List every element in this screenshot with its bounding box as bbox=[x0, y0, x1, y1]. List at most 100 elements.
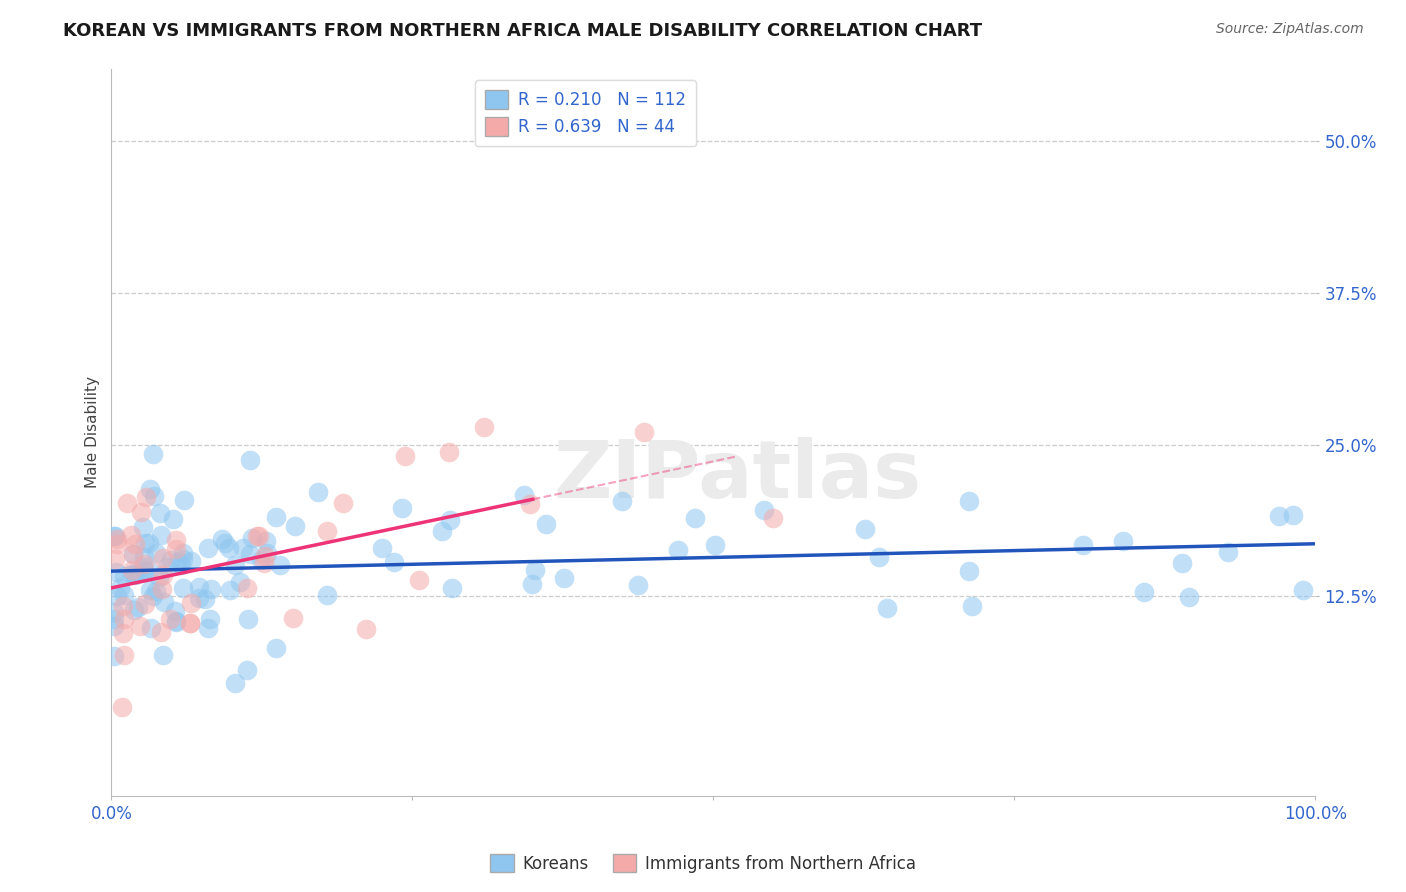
Point bbox=[218, 541, 240, 555]
Point bbox=[122, 547, 145, 561]
Legend: Koreans, Immigrants from Northern Africa: Koreans, Immigrants from Northern Africa bbox=[484, 847, 922, 880]
Point bbox=[112, 612, 135, 626]
Point bbox=[120, 527, 142, 541]
Point bbox=[553, 571, 575, 585]
Point bbox=[132, 563, 155, 577]
Point bbox=[179, 615, 201, 630]
Point bbox=[876, 601, 898, 615]
Point bbox=[284, 518, 307, 533]
Point bbox=[104, 552, 127, 566]
Point bbox=[1170, 556, 1192, 570]
Point bbox=[135, 490, 157, 504]
Point bbox=[197, 541, 219, 555]
Point bbox=[250, 553, 273, 567]
Point bbox=[173, 493, 195, 508]
Point bbox=[156, 560, 179, 574]
Point bbox=[1292, 582, 1315, 597]
Point bbox=[103, 529, 125, 543]
Point bbox=[957, 494, 980, 508]
Text: ZIPatlas: ZIPatlas bbox=[554, 437, 921, 516]
Point bbox=[408, 574, 430, 588]
Point bbox=[165, 614, 187, 628]
Point bbox=[198, 612, 221, 626]
Point bbox=[163, 604, 186, 618]
Point bbox=[111, 599, 134, 613]
Point bbox=[124, 568, 146, 582]
Point bbox=[236, 582, 259, 596]
Point bbox=[138, 564, 160, 578]
Point bbox=[150, 528, 173, 542]
Point bbox=[129, 505, 152, 519]
Point bbox=[105, 537, 128, 551]
Point bbox=[683, 510, 706, 524]
Point bbox=[512, 488, 534, 502]
Point bbox=[1112, 534, 1135, 549]
Point bbox=[139, 582, 162, 597]
Point bbox=[149, 625, 172, 640]
Point bbox=[111, 699, 134, 714]
Point bbox=[134, 549, 156, 564]
Point bbox=[187, 591, 209, 605]
Point bbox=[170, 558, 193, 573]
Point bbox=[142, 447, 165, 461]
Point bbox=[188, 580, 211, 594]
Point bbox=[1216, 545, 1239, 559]
Point bbox=[1133, 585, 1156, 599]
Point bbox=[108, 582, 131, 596]
Point bbox=[103, 612, 125, 626]
Point bbox=[121, 563, 143, 577]
Point bbox=[315, 524, 337, 538]
Point bbox=[122, 566, 145, 581]
Point bbox=[197, 621, 219, 635]
Point bbox=[145, 546, 167, 560]
Point bbox=[254, 549, 277, 564]
Point bbox=[703, 538, 725, 552]
Point bbox=[179, 615, 201, 630]
Point bbox=[167, 555, 190, 569]
Point bbox=[610, 493, 633, 508]
Point bbox=[239, 547, 262, 561]
Point bbox=[172, 551, 194, 566]
Point bbox=[332, 496, 354, 510]
Point bbox=[264, 509, 287, 524]
Point bbox=[957, 564, 980, 578]
Point bbox=[165, 533, 187, 547]
Point bbox=[122, 547, 145, 561]
Point bbox=[165, 615, 187, 629]
Point bbox=[256, 534, 278, 549]
Point bbox=[853, 522, 876, 536]
Point bbox=[112, 626, 135, 640]
Point bbox=[394, 449, 416, 463]
Point bbox=[124, 537, 146, 551]
Point bbox=[627, 577, 650, 591]
Point bbox=[152, 568, 174, 582]
Point bbox=[519, 497, 541, 511]
Point bbox=[149, 506, 172, 520]
Point bbox=[104, 529, 127, 543]
Point bbox=[134, 535, 156, 549]
Point bbox=[132, 557, 155, 571]
Point bbox=[253, 556, 276, 570]
Point bbox=[1071, 538, 1094, 552]
Point bbox=[382, 555, 405, 569]
Point bbox=[370, 541, 392, 555]
Point bbox=[150, 582, 173, 596]
Point bbox=[152, 648, 174, 662]
Point bbox=[134, 597, 156, 611]
Legend: R = 0.210   N = 112, R = 0.639   N = 44: R = 0.210 N = 112, R = 0.639 N = 44 bbox=[475, 80, 696, 146]
Point bbox=[354, 622, 377, 636]
Point bbox=[307, 484, 329, 499]
Point bbox=[269, 558, 291, 572]
Point bbox=[129, 566, 152, 580]
Point bbox=[235, 664, 257, 678]
Point bbox=[138, 482, 160, 496]
Point bbox=[112, 648, 135, 662]
Point bbox=[247, 529, 270, 543]
Point bbox=[159, 612, 181, 626]
Point bbox=[105, 589, 128, 603]
Point bbox=[633, 425, 655, 439]
Point bbox=[752, 503, 775, 517]
Point bbox=[224, 558, 246, 573]
Point bbox=[472, 420, 495, 434]
Point bbox=[145, 583, 167, 598]
